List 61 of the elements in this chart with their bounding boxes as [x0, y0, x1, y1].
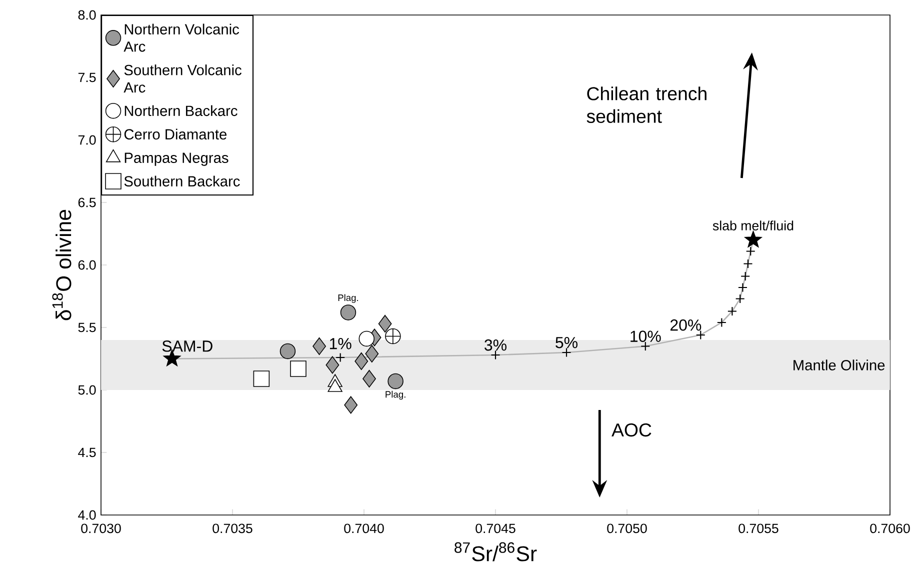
annotation: slab melt/fluid — [712, 220, 794, 230]
point — [735, 294, 745, 304]
point — [562, 348, 572, 358]
x-tick-label: 0.7045 — [476, 524, 516, 534]
point — [312, 337, 326, 356]
point — [727, 306, 737, 316]
annotation: 5% — [556, 336, 578, 348]
legend-label: Southern Volcanic Arc — [124, 64, 242, 93]
x-axis-title: $^{87}$Sr/$^{86}$Sr — [454, 542, 537, 562]
point — [362, 370, 376, 388]
y-tick-label: 5.5 — [78, 322, 96, 332]
y-tick-label: 8.0 — [78, 10, 96, 20]
y-tick-label: 6.0 — [78, 260, 96, 270]
y-axis-title: δ$^{18}$O olivine — [52, 210, 72, 320]
legend-label: Southern Backarc — [124, 176, 240, 186]
point — [354, 352, 368, 370]
annotation: Plag. — [386, 390, 406, 400]
annotation: SAM-D — [162, 340, 212, 352]
annotation: 3% — [484, 339, 506, 351]
point — [344, 396, 358, 414]
annotation: Chilean trench sediment — [586, 86, 706, 123]
point — [740, 271, 750, 282]
point — [378, 314, 392, 333]
legend-label: Cerro Diamante — [124, 128, 227, 140]
y-tick-label: 4.5 — [78, 448, 96, 458]
point — [490, 350, 500, 360]
point — [326, 356, 340, 374]
band-label: Mantle Olivine — [794, 360, 885, 370]
point — [743, 258, 753, 269]
x-tick-label: 0.7035 — [212, 524, 252, 534]
y-tick-label: 5.0 — [78, 385, 96, 395]
point — [716, 318, 726, 328]
legend-label: Pampas Negras — [124, 152, 228, 166]
point — [365, 344, 379, 363]
point — [253, 370, 270, 387]
legend-label: Northern Volcanic Arc — [124, 24, 240, 52]
annotation: AOC — [612, 423, 652, 437]
y-tick-label: 7.5 — [78, 72, 96, 82]
x-tick-label: 0.7060 — [870, 524, 910, 534]
legend-label: Northern Backarc — [124, 105, 238, 116]
point — [388, 373, 404, 390]
point — [744, 230, 762, 248]
x-tick-label: 0.7040 — [344, 524, 384, 534]
y-tick-label: 6.5 — [78, 198, 96, 208]
annotation: 10% — [630, 330, 661, 342]
point — [696, 330, 706, 340]
x-tick-label: 0.7055 — [738, 524, 778, 534]
point — [280, 343, 296, 360]
point — [738, 282, 748, 292]
annotation: 1% — [330, 338, 352, 350]
y-tick-label: 7.0 — [78, 135, 96, 145]
x-tick-label: 0.7030 — [81, 524, 121, 534]
x-tick-label: 0.7050 — [607, 524, 647, 534]
point — [746, 246, 756, 256]
annotation: 20% — [670, 319, 702, 331]
point — [336, 352, 346, 362]
y-tick-label: 4.0 — [78, 510, 96, 520]
point — [290, 360, 306, 377]
point — [640, 341, 650, 352]
annotation: Plag. — [338, 294, 358, 303]
point — [340, 304, 356, 320]
